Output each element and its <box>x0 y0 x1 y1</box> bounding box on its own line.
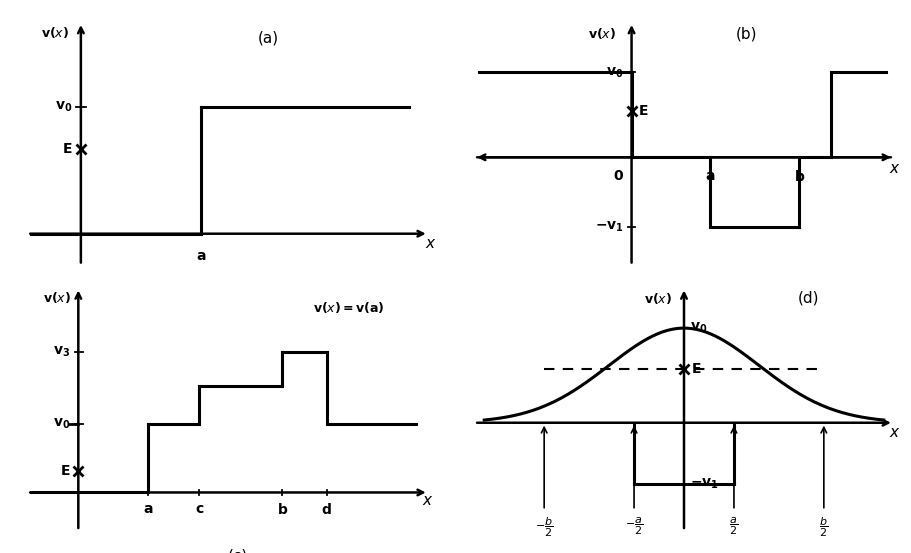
Text: $\mathit{x}$: $\mathit{x}$ <box>425 236 436 251</box>
Text: (d): (d) <box>797 290 819 305</box>
Text: (a): (a) <box>257 30 279 45</box>
Text: $\dfrac{b}{2}$: $\dfrac{b}{2}$ <box>818 515 827 539</box>
Text: $\mathit{x}$: $\mathit{x}$ <box>422 493 434 509</box>
Text: $-\dfrac{a}{2}$: $-\dfrac{a}{2}$ <box>624 515 642 537</box>
Text: $\mathbf{d}$: $\mathbf{d}$ <box>321 502 332 517</box>
Text: $\mathbf{E}$: $\mathbf{E}$ <box>637 104 648 118</box>
Text: $\mathbf{v_0}$: $\mathbf{v_0}$ <box>690 321 707 335</box>
Text: $\mathbf{v_0}$: $\mathbf{v_0}$ <box>53 417 70 431</box>
Text: $\mathbf{a}$: $\mathbf{a}$ <box>196 248 206 263</box>
Text: $\mathbf{v_0}$: $\mathbf{v_0}$ <box>606 65 623 80</box>
Text: $\mathbf{v(}$$\mathit{x}$$\mathbf{)}$: $\mathbf{v(}$$\mathit{x}$$\mathbf{)}$ <box>588 26 615 41</box>
Text: $\mathbf{v_3}$: $\mathbf{v_3}$ <box>54 345 70 359</box>
Text: $\mathbf{E}$: $\mathbf{E}$ <box>60 464 70 478</box>
Text: $\mathbf{a}$: $\mathbf{a}$ <box>143 502 153 516</box>
Text: $\mathbf{-v_1}$: $\mathbf{-v_1}$ <box>690 476 718 491</box>
Text: $\mathbf{b}$: $\mathbf{b}$ <box>276 502 288 517</box>
Text: $\mathbf{c}$: $\mathbf{c}$ <box>194 502 204 516</box>
Text: $\dfrac{a}{2}$: $\dfrac{a}{2}$ <box>729 515 738 537</box>
Text: $\mathit{x}$: $\mathit{x}$ <box>888 425 899 440</box>
Text: (c): (c) <box>227 549 248 553</box>
Text: $\mathbf{0}$: $\mathbf{0}$ <box>612 169 623 183</box>
Text: $\mathbf{v_0}$: $\mathbf{v_0}$ <box>56 100 73 114</box>
Text: (b): (b) <box>735 26 757 41</box>
Text: $\mathbf{v(}$$\mathit{x}$$\mathbf{)}$: $\mathbf{v(}$$\mathit{x}$$\mathbf{)}$ <box>41 25 68 40</box>
Text: $\mathit{x}$: $\mathit{x}$ <box>887 161 899 176</box>
Text: $\mathbf{v(}$$\mathit{x}$$\mathbf{)}$: $\mathbf{v(}$$\mathit{x}$$\mathbf{)}$ <box>43 290 70 305</box>
Text: $\mathbf{b}$: $\mathbf{b}$ <box>793 169 804 184</box>
Text: $\mathbf{E}$: $\mathbf{E}$ <box>691 362 701 375</box>
Text: $\mathbf{a}$: $\mathbf{a}$ <box>704 169 714 183</box>
Text: $\mathbf{v(}$$\mathit{x}$$\mathbf{)}$: $\mathbf{v(}$$\mathit{x}$$\mathbf{)}$ <box>643 291 670 306</box>
Text: $\mathbf{v(}$$\mathit{x}$$\mathbf{)=v(a)}$: $\mathbf{v(}$$\mathit{x}$$\mathbf{)=v(a)… <box>312 300 384 315</box>
Text: $\mathbf{E}$: $\mathbf{E}$ <box>62 142 73 156</box>
Text: $\mathbf{-v_1}$: $\mathbf{-v_1}$ <box>594 220 623 234</box>
Text: $-\dfrac{b}{2}$: $-\dfrac{b}{2}$ <box>535 515 553 539</box>
